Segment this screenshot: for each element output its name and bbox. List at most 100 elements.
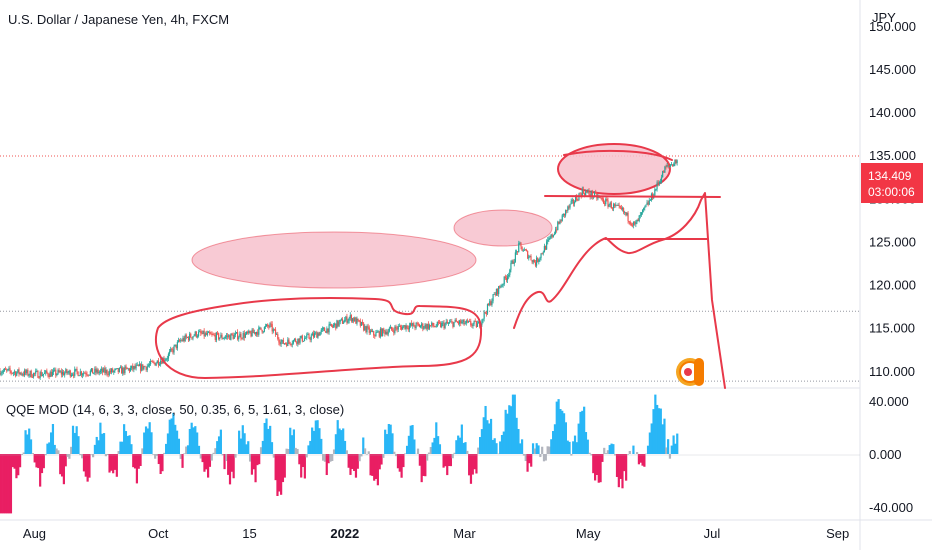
qqe-bar — [566, 440, 569, 454]
qqe-bar — [555, 401, 558, 454]
qqe-bar — [409, 425, 412, 454]
candle-body — [366, 326, 368, 333]
candle-body — [636, 219, 638, 223]
qqe-bar — [298, 454, 301, 465]
candle-body — [328, 324, 330, 333]
candle-body — [93, 372, 95, 374]
candle-body — [48, 375, 50, 378]
qqe-bar — [117, 451, 120, 454]
candle-body — [579, 193, 581, 195]
candle-body — [253, 332, 255, 334]
qqe-bar — [548, 446, 551, 454]
candle-body — [635, 222, 637, 225]
candle-body — [249, 330, 251, 334]
candle-body — [258, 327, 260, 335]
qqe-bar — [608, 445, 611, 454]
candle-body — [133, 366, 135, 370]
candle-body — [346, 316, 348, 323]
qqe-bar — [502, 431, 505, 454]
qqe-histogram — [0, 394, 679, 514]
qqe-bar — [227, 454, 230, 475]
candle-body — [102, 368, 104, 373]
qqe-bar — [267, 428, 270, 454]
candle-body — [577, 200, 579, 201]
range-loop — [154, 296, 483, 379]
qqe-bar — [101, 433, 104, 454]
candle-body — [360, 321, 363, 326]
time-axis[interactable]: Aug Oct 15 2022 Mar May Jul Sep — [23, 526, 849, 541]
candle-body — [302, 340, 305, 342]
candle-body — [135, 365, 137, 369]
candle-body — [356, 318, 358, 324]
qqe-bar — [650, 423, 653, 454]
qqe-bar — [561, 410, 564, 454]
candle-body — [55, 369, 57, 376]
candle-body — [380, 328, 383, 336]
candle-body — [572, 199, 575, 204]
candle-body — [434, 326, 436, 328]
qqe-bar — [223, 454, 226, 470]
candle-body — [322, 328, 325, 329]
candle-body — [408, 325, 411, 330]
candle-body — [224, 336, 226, 338]
qqe-bar — [108, 454, 111, 473]
candle-body — [109, 370, 112, 373]
candle-body — [142, 364, 144, 370]
candle-body — [66, 369, 68, 374]
qqe-bar — [374, 454, 378, 479]
candle-body — [65, 369, 67, 373]
price-tick-label: 150.000 — [869, 19, 916, 34]
candle-body — [238, 337, 240, 340]
candle-body — [371, 331, 374, 332]
qqe-bar — [659, 408, 662, 454]
qqe-bar — [354, 454, 358, 478]
candle-body — [517, 251, 519, 253]
candle-body — [2, 370, 4, 373]
candle-body — [335, 323, 337, 329]
candle-body — [235, 332, 238, 334]
candle-body — [476, 323, 479, 327]
qqe-bar — [314, 420, 317, 454]
candle-body — [273, 329, 276, 331]
candle-body — [174, 344, 176, 347]
candle-body — [609, 202, 611, 205]
candle-body — [669, 165, 672, 167]
candle-body — [440, 322, 442, 328]
qqe-bar — [400, 454, 403, 478]
candle-body — [182, 337, 184, 341]
candle-body — [310, 335, 312, 340]
qqe-bar — [402, 454, 405, 468]
qqe-bar — [318, 428, 321, 454]
candle-body — [571, 199, 573, 202]
qqe-bar — [499, 441, 502, 454]
candle-body — [457, 322, 460, 324]
candle-body — [486, 304, 489, 314]
qqe-bar — [424, 454, 427, 477]
qqe-bar — [210, 454, 213, 461]
candle-body — [403, 325, 405, 327]
candle-body — [127, 368, 129, 370]
candle-body — [658, 181, 660, 184]
qqe-bar — [404, 453, 407, 454]
qqe-bar — [416, 448, 420, 454]
candle-body — [168, 351, 171, 354]
candle-body — [123, 367, 125, 374]
candle-body — [208, 331, 210, 333]
candle-body — [192, 336, 194, 339]
candle-body — [569, 203, 571, 208]
candle-body — [0, 373, 2, 375]
candle-body — [485, 313, 487, 314]
qqe-tick-label: 40.000 — [869, 394, 909, 409]
candle-body — [398, 326, 400, 327]
qqe-bar — [261, 440, 264, 454]
candle-body — [52, 370, 55, 372]
candle-body — [543, 246, 545, 253]
candle-body — [444, 323, 446, 328]
candle-body — [389, 326, 392, 329]
candle-body — [119, 367, 122, 369]
candle-body — [552, 234, 554, 237]
price-axis[interactable]: 110.000115.000120.000125.000130.000135.0… — [869, 19, 916, 379]
candle-body — [39, 372, 41, 378]
candle-body — [319, 332, 321, 336]
qqe-axis[interactable]: 40.000 0.000 -40.000 — [869, 394, 913, 515]
